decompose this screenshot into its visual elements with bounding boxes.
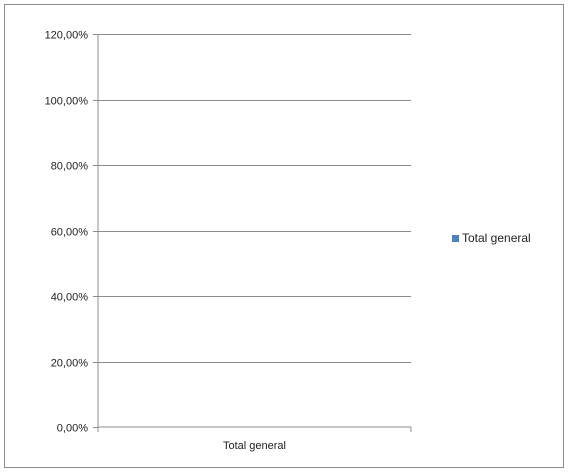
y-tick-label: 120,00%	[45, 30, 89, 42]
y-tick-label: 0,00%	[57, 423, 88, 435]
x-tick-label: Total general	[223, 440, 286, 452]
y-tick-label: 100,00%	[45, 96, 89, 108]
y-tick-label: 40,00%	[51, 292, 89, 304]
y-axis-ticks: 0,00% 20,00% 40,00% 60,00% 80,00% 100,00% 120,…	[45, 30, 98, 435]
gridlines	[98, 34, 411, 363]
legend-swatch	[452, 235, 459, 242]
y-tick-label: 20,00%	[51, 358, 89, 370]
x-axis-ticks: Total general	[97, 427, 412, 452]
y-tick-label: 80,00%	[51, 161, 89, 173]
y-tick-label: 60,00%	[51, 227, 89, 239]
legend-label: Total general	[462, 231, 531, 245]
legend: Total general	[452, 231, 531, 245]
chart-frame	[4, 4, 564, 468]
